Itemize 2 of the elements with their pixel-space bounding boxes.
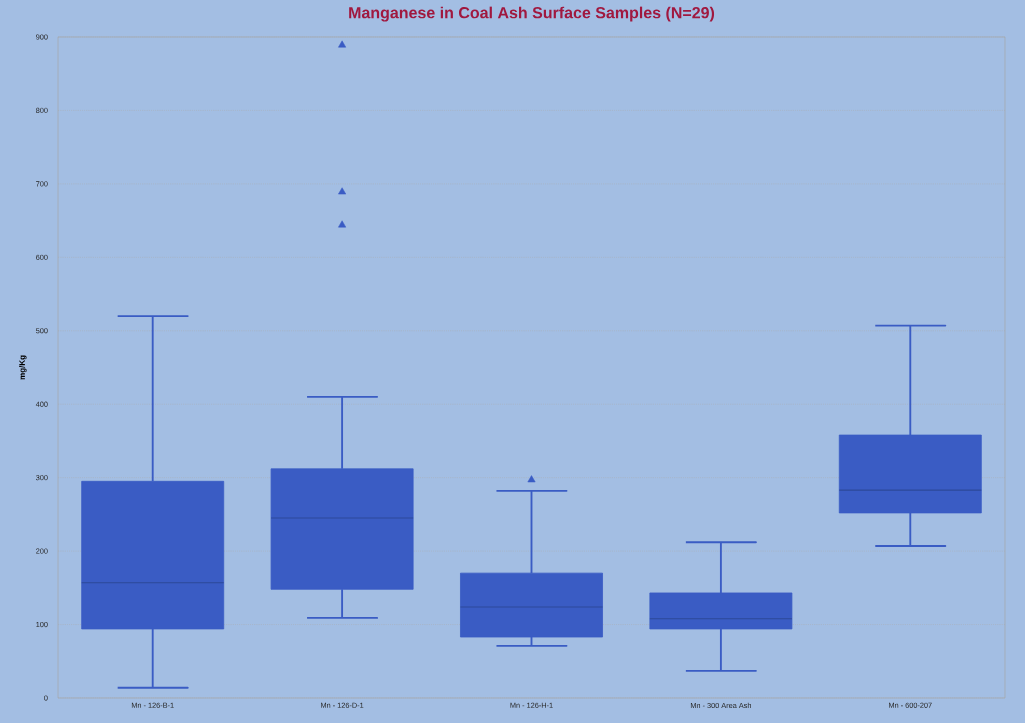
y-axis-title: mg/Kg xyxy=(19,355,27,380)
chart-title: Manganese in Coal Ash Surface Samples (N=29) xyxy=(349,6,715,22)
